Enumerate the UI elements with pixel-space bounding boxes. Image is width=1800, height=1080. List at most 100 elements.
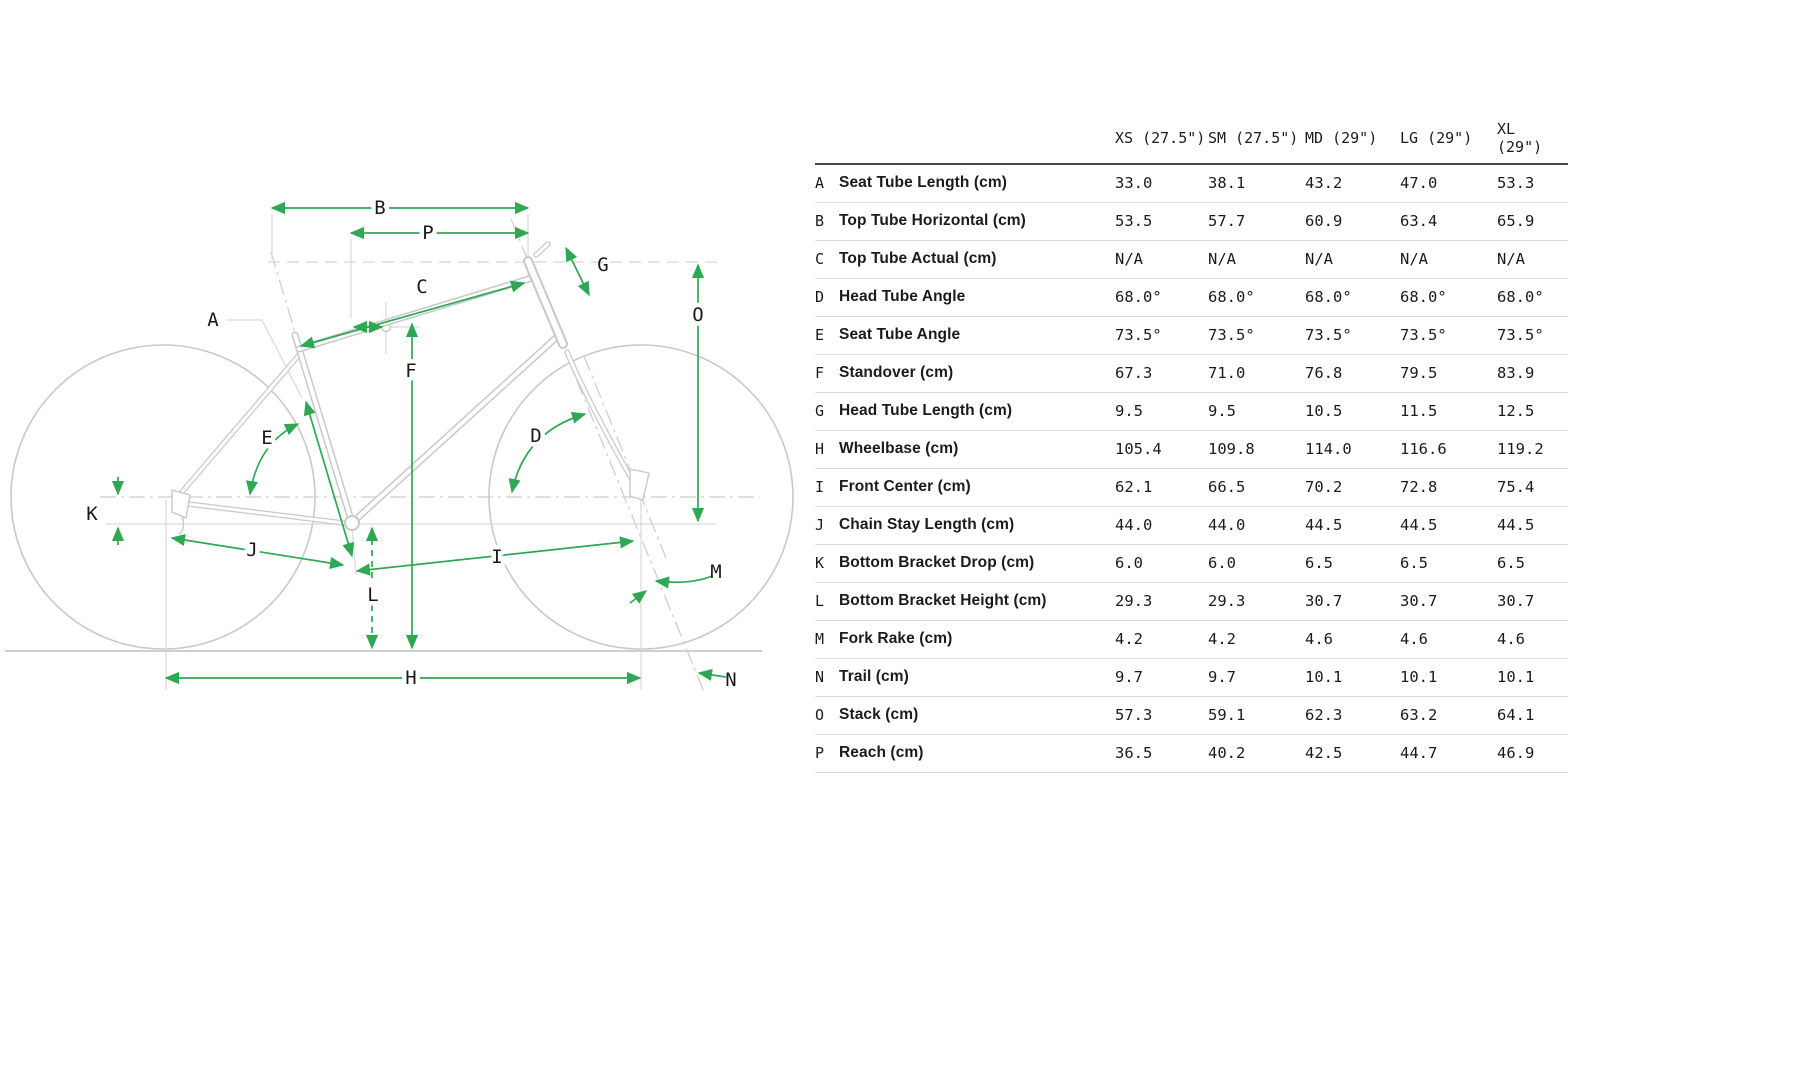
row-value: 40.2 <box>1208 744 1246 762</box>
row-value: 75.4 <box>1497 478 1535 496</box>
row-label: Head Tube Length (cm) <box>839 402 1013 419</box>
row-value: 57.3 <box>1115 706 1153 724</box>
row-value: 6.5 <box>1305 554 1333 572</box>
row-value: 114.0 <box>1305 440 1352 458</box>
row-value: 53.3 <box>1497 174 1535 192</box>
table-row: P Reach (cm) 36.5 40.2 42.5 44.7 46.9 <box>815 735 1568 773</box>
row-value: 105.4 <box>1115 440 1162 458</box>
row-value: 10.5 <box>1305 402 1343 420</box>
geometry-spec-table: XS (27.5") SM (27.5") MD (29") LG (29") XL (… <box>815 112 1568 773</box>
dim-label-F: F <box>405 360 416 382</box>
row-label: Wheelbase (cm) <box>839 440 959 457</box>
fork-offset-axis <box>583 355 667 559</box>
row-label: Seat Tube Angle <box>839 326 961 343</box>
dimension-arc-D <box>508 411 587 494</box>
table-row: G Head Tube Length (cm) 9.5 9.5 10.5 11.5 12.5 <box>815 393 1568 431</box>
row-value: 4.6 <box>1400 630 1428 648</box>
row-letter: B <box>815 212 825 230</box>
front-dropout <box>629 468 650 501</box>
size-column-header: LG (29") <box>1400 112 1497 165</box>
dim-label-J: J <box>246 539 257 561</box>
size-column-header: XL (29") <box>1497 112 1542 165</box>
size-column-header: XS (27.5") <box>1115 112 1208 165</box>
row-label: Bottom Bracket Drop (cm) <box>839 554 1035 571</box>
row-value: 46.9 <box>1497 744 1535 762</box>
row-value: 4.6 <box>1497 630 1525 648</box>
row-value: 73.5° <box>1208 326 1255 344</box>
dim-label-L: L <box>367 584 378 606</box>
row-value: 79.5 <box>1400 364 1438 382</box>
row-value: 60.9 <box>1305 212 1343 230</box>
row-value: 47.0 <box>1400 174 1438 192</box>
row-value: 9.7 <box>1115 668 1143 686</box>
table-row: M Fork Rake (cm) 4.2 4.2 4.6 4.6 4.6 <box>815 621 1568 659</box>
row-value: 9.5 <box>1208 402 1236 420</box>
row-value: 68.0° <box>1208 288 1255 306</box>
row-letter: L <box>815 592 825 610</box>
row-value: 73.5° <box>1497 326 1544 344</box>
row-value: 44.7 <box>1400 744 1438 762</box>
dim-label-B: B <box>374 197 385 219</box>
row-value: 29.3 <box>1208 592 1246 610</box>
frame <box>171 241 650 535</box>
row-value: 10.1 <box>1305 668 1343 686</box>
row-value: 68.0° <box>1400 288 1447 306</box>
dim-label-I: I <box>491 546 502 568</box>
table-row: B Top Tube Horizontal (cm) 53.5 57.7 60.9 63.… <box>815 203 1568 241</box>
bike-geometry-diagram: A B C D E F G H I J K L M N O P <box>0 0 810 760</box>
row-value: 33.0 <box>1115 174 1153 192</box>
row-value: 63.2 <box>1400 706 1438 724</box>
dim-label-G: G <box>597 254 608 276</box>
row-value: 44.5 <box>1497 516 1535 534</box>
dimension-arrow-G <box>565 246 590 297</box>
row-value: 9.7 <box>1208 668 1236 686</box>
row-value: 70.2 <box>1305 478 1343 496</box>
row-spacer <box>1533 393 1569 431</box>
dimension-arrow-M <box>654 575 713 589</box>
row-value: 12.5 <box>1497 402 1535 420</box>
row-letter: K <box>815 554 825 572</box>
dimension-arrow-C <box>299 280 526 349</box>
row-letter: P <box>815 744 825 762</box>
row-value: 38.1 <box>1208 174 1246 192</box>
row-label: Chain Stay Length (cm) <box>839 516 1015 533</box>
table-row: F Standover (cm) 67.3 71.0 76.8 79.5 83.9 <box>815 355 1568 393</box>
row-value: 73.5° <box>1305 326 1352 344</box>
row-spacer <box>1533 164 1569 203</box>
row-label: Reach (cm) <box>839 744 924 761</box>
row-value: 53.5 <box>1115 212 1153 230</box>
row-value: 4.2 <box>1208 630 1236 648</box>
row-label: Fork Rake (cm) <box>839 630 953 647</box>
row-label: Trail (cm) <box>839 668 909 685</box>
row-letter: H <box>815 440 825 458</box>
dim-label-A: A <box>207 309 219 331</box>
dim-label-M: M <box>710 561 721 583</box>
row-value: 10.1 <box>1497 668 1535 686</box>
row-spacer <box>1533 241 1569 279</box>
row-value: 67.3 <box>1115 364 1153 382</box>
bike-geometry-svg: A B C D E F G H I J K L M N O P <box>5 193 794 694</box>
row-value: 4.2 <box>1115 630 1143 648</box>
dim-label-H: H <box>405 667 416 689</box>
table-row: O Stack (cm) 57.3 59.1 62.3 63.2 64.1 <box>815 697 1568 735</box>
table-row: L Bottom Bracket Height (cm) 29.3 29.3 30.7 3… <box>815 583 1568 621</box>
row-letter: O <box>815 706 825 724</box>
label-a-leader <box>226 319 303 399</box>
table-row: E Seat Tube Angle 73.5° 73.5° 73.5° 73.5° 73.5… <box>815 317 1568 355</box>
row-value: 71.0 <box>1208 364 1246 382</box>
derailleur-hanger <box>178 515 185 535</box>
row-value: 68.0° <box>1115 288 1162 306</box>
row-value: 30.7 <box>1400 592 1438 610</box>
rear-dropout <box>171 489 191 519</box>
row-label: Stack (cm) <box>839 706 919 723</box>
table-row: J Chain Stay Length (cm) 44.0 44.0 44.5 44.5 4… <box>815 507 1568 545</box>
row-value: 62.3 <box>1305 706 1343 724</box>
row-label: Standover (cm) <box>839 364 954 381</box>
size-header-row: XS (27.5") SM (27.5") MD (29") LG (29") XL (… <box>815 112 1568 165</box>
row-spacer <box>1533 507 1569 545</box>
row-value: 29.3 <box>1115 592 1153 610</box>
dimension-labels: A B C D E F G H I J K L M N O P <box>86 193 736 694</box>
head-tube-axis <box>510 218 705 693</box>
row-value: 57.7 <box>1208 212 1246 230</box>
row-label: Top Tube Horizontal (cm) <box>839 212 1026 229</box>
